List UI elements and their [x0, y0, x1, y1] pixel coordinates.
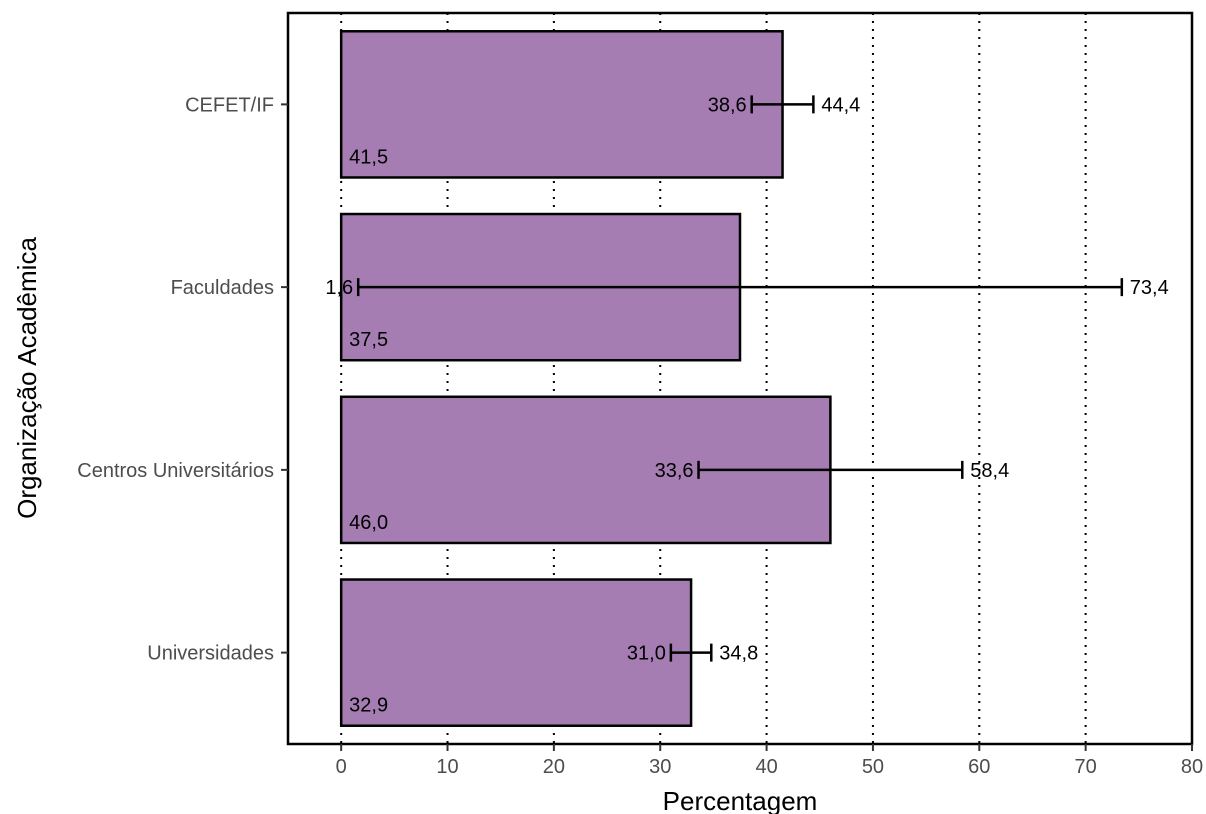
plot-panel-border [286, 11, 1194, 746]
x-tick-label: 60 [968, 756, 990, 778]
bar-value-label: 32,9 [349, 695, 388, 717]
bar-value-label: 46,0 [349, 512, 388, 534]
bar [339, 30, 784, 179]
bar-value-label: 37,5 [349, 329, 388, 351]
x-tick-label: 40 [755, 756, 777, 778]
x-tick-label: 50 [862, 756, 884, 778]
y-category-label: Universidades [147, 643, 274, 665]
ci-upper-label: 58,4 [970, 460, 1009, 482]
data-labels: 38,6 44,4 41,5 1,6 73,4 37,5 33,6 58,4 46,0 31,0 3… [325, 94, 1168, 716]
x-axis: 0 10 20 30 40 50 60 70 80 [336, 744, 1203, 778]
bars [339, 30, 832, 727]
bar-value-label: 41,5 [349, 146, 388, 168]
x-tick-label: 10 [436, 756, 458, 778]
x-tick-label: 30 [649, 756, 671, 778]
y-axis-title: Organização Acadêmica [12, 237, 42, 519]
x-tick-label: 0 [336, 756, 347, 778]
y-axis: CEFET/IF Faculdades Centros Universitários… [77, 94, 288, 665]
ci-lower-label: 31,0 [627, 643, 666, 665]
ci-upper-label: 34,8 [719, 643, 758, 665]
y-category-label: CEFET/IF [185, 94, 274, 116]
y-category-label: Centros Universitários [77, 460, 274, 482]
ci-lower-label: 38,6 [708, 94, 747, 116]
y-category-label: Faculdades [171, 277, 274, 299]
ci-lower-label: 33,6 [655, 460, 694, 482]
x-tick-label: 80 [1181, 756, 1203, 778]
ci-upper-label: 44,4 [821, 94, 860, 116]
ci-upper-label: 73,4 [1130, 277, 1169, 299]
x-axis-title: Percentagem [663, 786, 818, 814]
bar [339, 578, 693, 727]
error-bars [356, 95, 1124, 662]
x-tick-label: 20 [543, 756, 565, 778]
ci-lower-label: 1,6 [325, 277, 353, 299]
x-tick-label: 70 [1075, 756, 1097, 778]
